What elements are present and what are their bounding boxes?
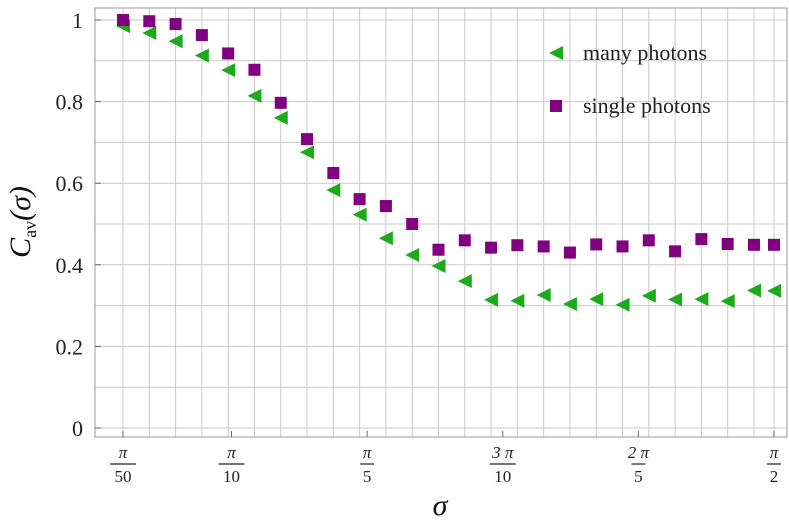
x-tick-numerator: π [770,443,779,462]
plot-frame [94,7,788,438]
point-many-photons [221,63,236,78]
point-many-photons [142,26,157,41]
point-many-photons [615,297,630,312]
data-points [116,14,781,312]
point-single-photons [327,167,340,179]
point-single-photons [721,237,734,250]
x-tick-denominator: 10 [223,467,240,486]
point-many-photons [510,293,525,308]
x-tick-numerator: π [363,443,372,462]
y-tick-label: 0.2 [56,334,84,359]
legend-label-single-photons: single photons [583,93,711,118]
point-single-photons [195,29,208,42]
legend: many photons single photons [549,40,711,118]
point-many-photons [589,292,604,307]
point-single-photons [747,238,760,251]
point-single-photons [248,63,261,76]
y-tick-label: 0.6 [56,171,84,196]
point-many-photons [194,48,209,63]
point-single-photons [301,133,314,146]
y-tick-label: 1 [72,8,83,33]
point-many-photons [767,283,781,298]
point-many-photons [405,248,420,263]
point-many-photons [168,34,183,49]
point-single-photons [353,193,366,206]
point-single-photons [642,234,655,247]
y-axis-label-sub: av [20,221,40,238]
point-single-photons [406,218,419,230]
point-many-photons [641,288,656,303]
y-tick-label: 0.4 [56,253,84,278]
y-axis-ticks: 0 0.2 0.4 0.6 0.8 1 [56,8,101,441]
point-single-photons [169,18,182,31]
legend-marker-single-photons [550,100,562,112]
point-single-photons [537,240,550,253]
point-many-photons [536,287,551,302]
x-tick-numerator: 2 π [628,443,650,462]
y-axis-label-main: C [4,237,37,258]
point-many-photons [484,292,499,307]
x-axis-label: σ [433,489,449,522]
point-many-photons [352,207,367,222]
point-many-photons [746,283,761,298]
point-single-photons [458,234,471,247]
point-single-photons [432,243,445,256]
point-many-photons [720,294,735,309]
point-single-photons [616,240,629,253]
point-many-photons [247,88,262,103]
y-axis-label: Cav(σ) [4,186,40,258]
y-axis-label-arg: (σ) [4,186,37,221]
x-tick-denominator: 5 [363,467,372,486]
point-single-photons [274,96,287,109]
x-tick-denominator: 5 [634,467,643,486]
point-many-photons [431,259,446,274]
x-tick-numerator: π [227,443,236,462]
point-single-photons [511,239,524,252]
point-many-photons [326,183,341,198]
x-tick-numerator: 3 π [491,443,514,462]
x-tick-numerator: π [119,443,128,462]
point-single-photons [379,200,392,213]
point-many-photons [694,292,709,307]
y-tick-label: 0 [72,416,83,441]
point-single-photons [143,15,156,28]
point-many-photons [273,110,288,125]
point-many-photons [457,274,472,289]
point-single-photons [695,233,708,246]
point-single-photons [669,245,682,258]
point-single-photons [768,238,780,251]
point-single-photons [590,238,603,251]
legend-marker-many-photons [549,46,563,60]
x-axis-ticks: π 50 π 10 π 5 3 π 10 2 π 5 π 2 [110,431,781,486]
grid [95,8,787,437]
point-single-photons [563,246,576,259]
point-many-photons [562,296,577,311]
legend-label-many-photons: many photons [583,40,707,65]
point-many-photons [668,292,683,307]
point-single-photons [117,14,129,26]
x-tick-denominator: 2 [770,467,779,486]
point-many-photons [378,231,393,246]
y-tick-label: 0.8 [56,90,84,115]
point-single-photons [222,47,235,60]
point-many-photons [300,145,315,160]
x-tick-denominator: 10 [494,467,511,486]
point-single-photons [485,241,498,254]
x-tick-denominator: 50 [115,467,132,486]
